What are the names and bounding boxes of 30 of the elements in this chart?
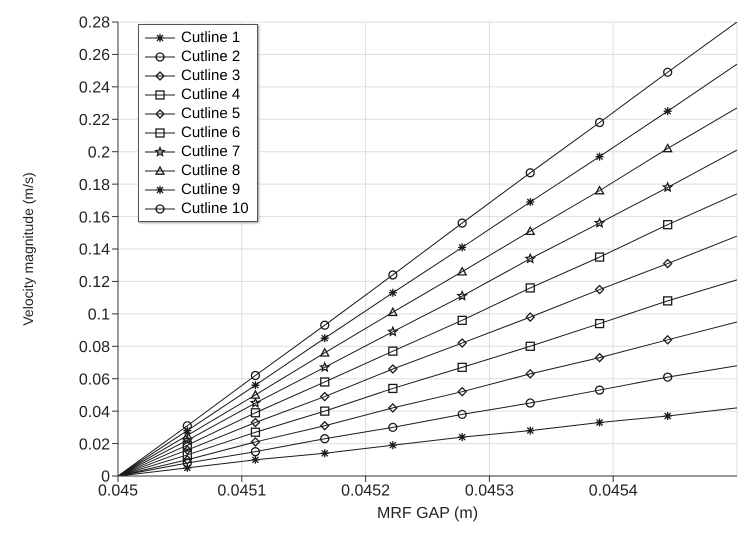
legend-label: Cutline 9 [181, 181, 240, 198]
y-tick-label: 0.22 [78, 112, 110, 129]
legend-label: Cutline 10 [181, 200, 249, 217]
y-tick-label: 0.04 [78, 404, 110, 421]
x-tick-label: 0.0454 [588, 482, 638, 500]
y-tick-label: 0.2 [88, 144, 110, 162]
y-tick-label: 0.14 [78, 242, 110, 259]
y-tick-label: 0.28 [78, 14, 110, 32]
y-tick-label: 0.08 [78, 338, 110, 356]
y-tick-label: 0.02 [78, 436, 110, 454]
x-axis-title: MRF GAP (m) [376, 505, 478, 522]
x-tick-label: 0.0451 [217, 482, 266, 500]
legend-label: Cutline 6 [181, 124, 240, 141]
x-tick-label: 0.0453 [464, 482, 514, 500]
y-tick-label: 0.24 [78, 80, 110, 97]
legend-label: Cutline 5 [181, 105, 240, 122]
y-tick-label: 0.06 [78, 371, 110, 388]
legend-label: Cutline 7 [181, 143, 240, 160]
y-tick-label: 0.1 [88, 306, 110, 324]
legend-label: Cutline 8 [181, 162, 240, 179]
legend-label: Cutline 1 [181, 29, 240, 46]
legend-label: Cutline 4 [181, 86, 240, 103]
y-tick-label: 0.12 [78, 274, 110, 292]
y-axis-title: Velocity magnitude (m/s) [20, 172, 36, 326]
x-tick-label: 0.0452 [341, 482, 390, 500]
y-tick-label: 0.18 [78, 176, 110, 194]
y-tick-label: 0.16 [78, 209, 110, 226]
legend-label: Cutline 3 [181, 67, 240, 84]
legend-label: Cutline 2 [181, 48, 240, 65]
y-tick-label: 0.26 [78, 47, 110, 64]
